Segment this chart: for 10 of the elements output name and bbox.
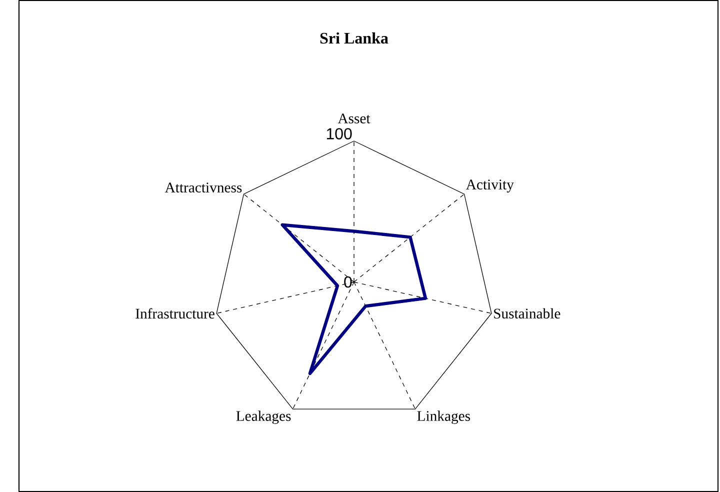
spoke-label: Attractivness <box>164 182 242 192</box>
spoke-label: Activity <box>466 180 514 192</box>
spoke-label: Sustainable <box>494 308 560 319</box>
y-tick-label: 0 <box>344 276 352 288</box>
spoke-label: Leakages <box>236 410 291 424</box>
y-tick-label: 100 <box>326 128 352 140</box>
spoke-label: Linkages <box>417 410 470 424</box>
chart-title: Sri Lanka <box>320 32 388 44</box>
spoke-label: Infrastructure <box>136 308 214 319</box>
spoke-label: Asset <box>338 114 370 124</box>
